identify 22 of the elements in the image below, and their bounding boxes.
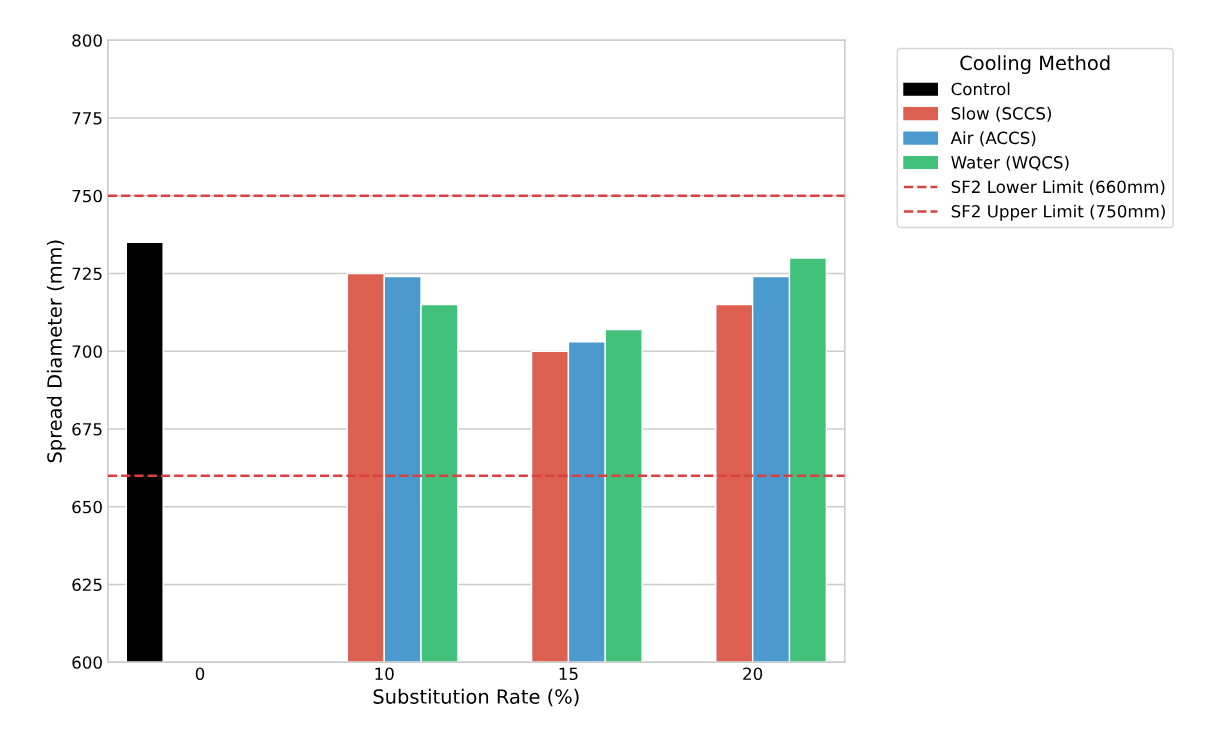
x-tick-label: 15	[559, 667, 578, 681]
x-tick-label: 20	[743, 667, 763, 681]
legend-label: SF2 Upper Limit (750mm)	[951, 204, 1165, 221]
legend-label: Air (ACCS)	[950, 131, 1036, 147]
y-axis-title: Spread Diameter (mm)	[46, 240, 66, 463]
y-tick-label: 725	[72, 267, 102, 281]
legend-label: SF2 Lower Limit (660mm)	[951, 180, 1165, 196]
y-tick-label: 650	[72, 500, 102, 514]
legend-label: Slow (SCCS)	[951, 106, 1051, 122]
legend-label: Water (WQCS)	[951, 155, 1069, 171]
x-axis-title: Substitution Rate (%)	[373, 688, 579, 707]
y-tick-label: 600	[72, 656, 102, 669]
y-tick-label: 800	[72, 34, 102, 47]
y-tick-label: 700	[72, 345, 102, 358]
y-tick-label: 750	[72, 189, 102, 203]
legend-label: Control	[951, 82, 1010, 96]
y-tick-label: 775	[72, 112, 102, 125]
x-tick-label: 0	[195, 667, 205, 681]
x-tick-label: 10	[375, 667, 394, 681]
y-tick-label: 625	[72, 578, 102, 592]
y-tick-label: 675	[72, 422, 102, 436]
legend-title: Cooling Method	[960, 55, 1110, 75]
